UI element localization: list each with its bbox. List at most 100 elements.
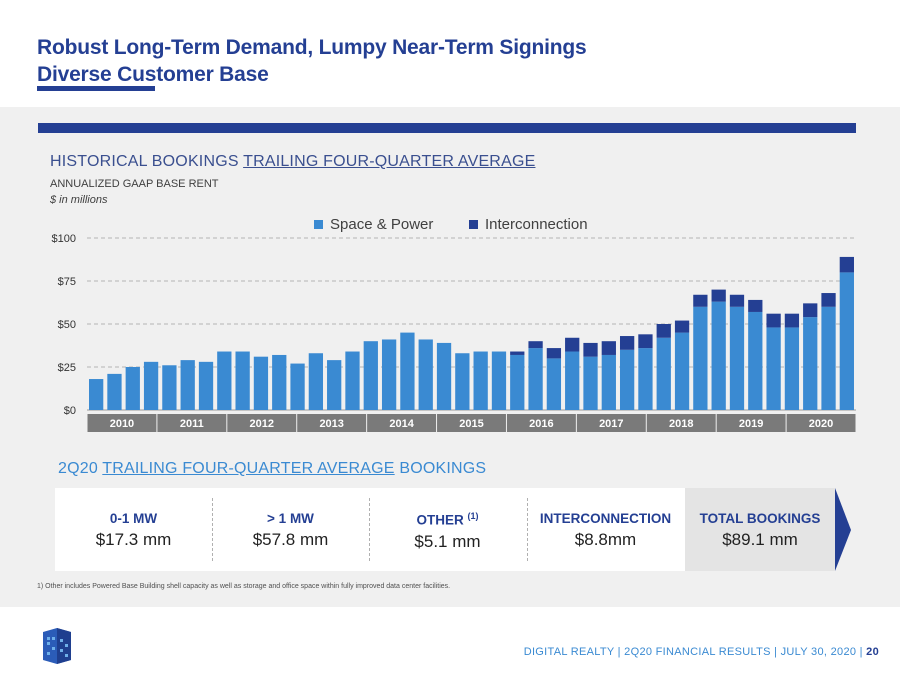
year-band-cell — [786, 414, 856, 432]
year-band-cell — [367, 414, 437, 432]
chart-subtitle: ANNUALIZED GAAP BASE RENT — [50, 178, 219, 190]
bar-space-power — [89, 379, 104, 410]
total-value: $89.1 mm — [722, 530, 798, 549]
bar-space-power — [235, 351, 250, 410]
y-axis-ticks: $0 $25 $50 $75 $100 — [52, 233, 76, 417]
card-label: 0-1 MW — [109, 511, 158, 526]
year-label: 2016 — [529, 418, 553, 430]
year-label: 2012 — [250, 418, 274, 430]
title-underline — [37, 86, 155, 91]
bar-interconnection — [546, 348, 562, 359]
year-label: 2011 — [180, 418, 204, 430]
legend-swatch — [314, 220, 323, 229]
chart-gridlines — [87, 237, 856, 411]
year-label: 2017 — [599, 418, 623, 430]
year-band: 2010 2011 2012 2013 2014 2015 2016 2017 2018 2019… — [87, 414, 856, 432]
year-band-cell — [297, 414, 367, 432]
bar-space-power — [473, 351, 488, 410]
bar-space-power — [638, 348, 653, 410]
footnote-ref: (1) — [467, 511, 479, 521]
y-tick-label: $0 — [64, 405, 76, 417]
bar-interconnection — [674, 320, 690, 333]
bar-space-power — [253, 356, 269, 410]
bar-interconnection — [839, 256, 854, 273]
year-band-cell — [716, 414, 786, 432]
year-label: 2014 — [389, 418, 414, 430]
bar-interconnection — [656, 324, 671, 338]
title-line-1: Robust Long-Term Demand, Lumpy Near-Term… — [37, 36, 587, 59]
bar-space-power — [162, 365, 177, 410]
bar-space-power — [528, 348, 543, 410]
card-label: > 1 MW — [267, 511, 314, 526]
bar-space-power — [546, 358, 562, 410]
bar-space-power — [363, 341, 378, 410]
card-0-1-mw: 0-1 MW $17.3 mm — [55, 488, 212, 571]
card-value: $8.8mm — [574, 530, 637, 549]
year-band-cell — [437, 414, 506, 432]
bar-space-power — [107, 373, 122, 410]
bar-interconnection — [528, 341, 543, 349]
chart-bars — [89, 256, 854, 410]
bar-interconnection — [821, 293, 836, 307]
card-other: OTHER (1) $5.1 mm — [369, 488, 526, 571]
year-label: 2010 — [110, 418, 134, 430]
bar-space-power — [217, 351, 232, 410]
bar-space-power — [381, 339, 397, 410]
card-value: $5.1 mm — [414, 531, 481, 551]
bar-space-power — [418, 339, 433, 410]
year-band-cell — [87, 414, 157, 432]
card-value: $17.3 mm — [95, 530, 172, 549]
legend-label: Interconnection — [485, 216, 588, 233]
card-label: INTERCONNECTION — [539, 511, 672, 526]
bar-space-power — [491, 351, 507, 410]
bar-interconnection — [619, 336, 635, 350]
digital-realty-logo-icon — [43, 628, 71, 664]
bar-space-power — [674, 332, 690, 410]
footnote: 1) Other includes Powered Base Building … — [37, 583, 451, 590]
legend-swatch — [469, 220, 478, 229]
year-label: 2018 — [669, 418, 693, 430]
card-label: OTHER (1) — [416, 511, 479, 528]
bar-space-power — [272, 354, 287, 410]
legend-label: Space & Power — [330, 216, 433, 233]
bar-space-power — [143, 361, 159, 410]
bar-interconnection — [766, 313, 781, 328]
card-divider — [212, 498, 213, 561]
bar-interconnection — [601, 341, 616, 355]
year-label: 2013 — [319, 418, 343, 430]
footer-text: DIGITAL REALTY | 2Q20 FINANCIAL RESULTS … — [523, 646, 867, 658]
bar-space-power — [327, 360, 342, 410]
year-label: 2020 — [809, 418, 833, 430]
bookings-heading-underlined: TRAILING FOUR-QUARTER AVERAGE — [102, 460, 395, 477]
year-band-cell — [506, 414, 576, 432]
slide-footer: DIGITAL REALTY | 2Q20 FINANCIAL RESULTS … — [524, 646, 879, 658]
year-band-cell — [646, 414, 716, 432]
bar-space-power — [821, 306, 836, 410]
bar-interconnection — [583, 342, 598, 357]
bar-space-power — [198, 361, 214, 410]
bar-space-power — [180, 360, 195, 410]
bar-space-power — [510, 354, 525, 410]
bar-space-power — [766, 327, 781, 410]
bar-space-power — [601, 354, 616, 410]
y-tick-label: $25 — [58, 362, 76, 374]
card-over-1-mw: > 1 MW $57.8 mm — [212, 488, 369, 571]
card-divider — [527, 498, 528, 561]
title-line-2: Diverse Customer Base — [37, 63, 269, 86]
bar-space-power — [565, 351, 580, 410]
bar-space-power — [400, 332, 415, 410]
bar-space-power — [290, 363, 305, 410]
bar-space-power — [308, 353, 324, 410]
slide-title: Robust Long-Term Demand, Lumpy Near-Term… — [37, 34, 587, 88]
y-tick-label: $75 — [58, 276, 76, 288]
page-number: 20 — [866, 646, 879, 658]
bar-interconnection — [803, 303, 818, 318]
y-tick-label: $50 — [58, 319, 76, 331]
chart-legend: Space & Power Interconnection — [314, 216, 588, 233]
chevron-right-icon — [835, 488, 851, 571]
bar-space-power — [455, 353, 470, 410]
card-divider — [369, 498, 370, 561]
bar-interconnection — [729, 294, 745, 307]
bookings-heading-suffix: BOOKINGS — [394, 460, 487, 477]
bar-space-power — [784, 327, 800, 410]
